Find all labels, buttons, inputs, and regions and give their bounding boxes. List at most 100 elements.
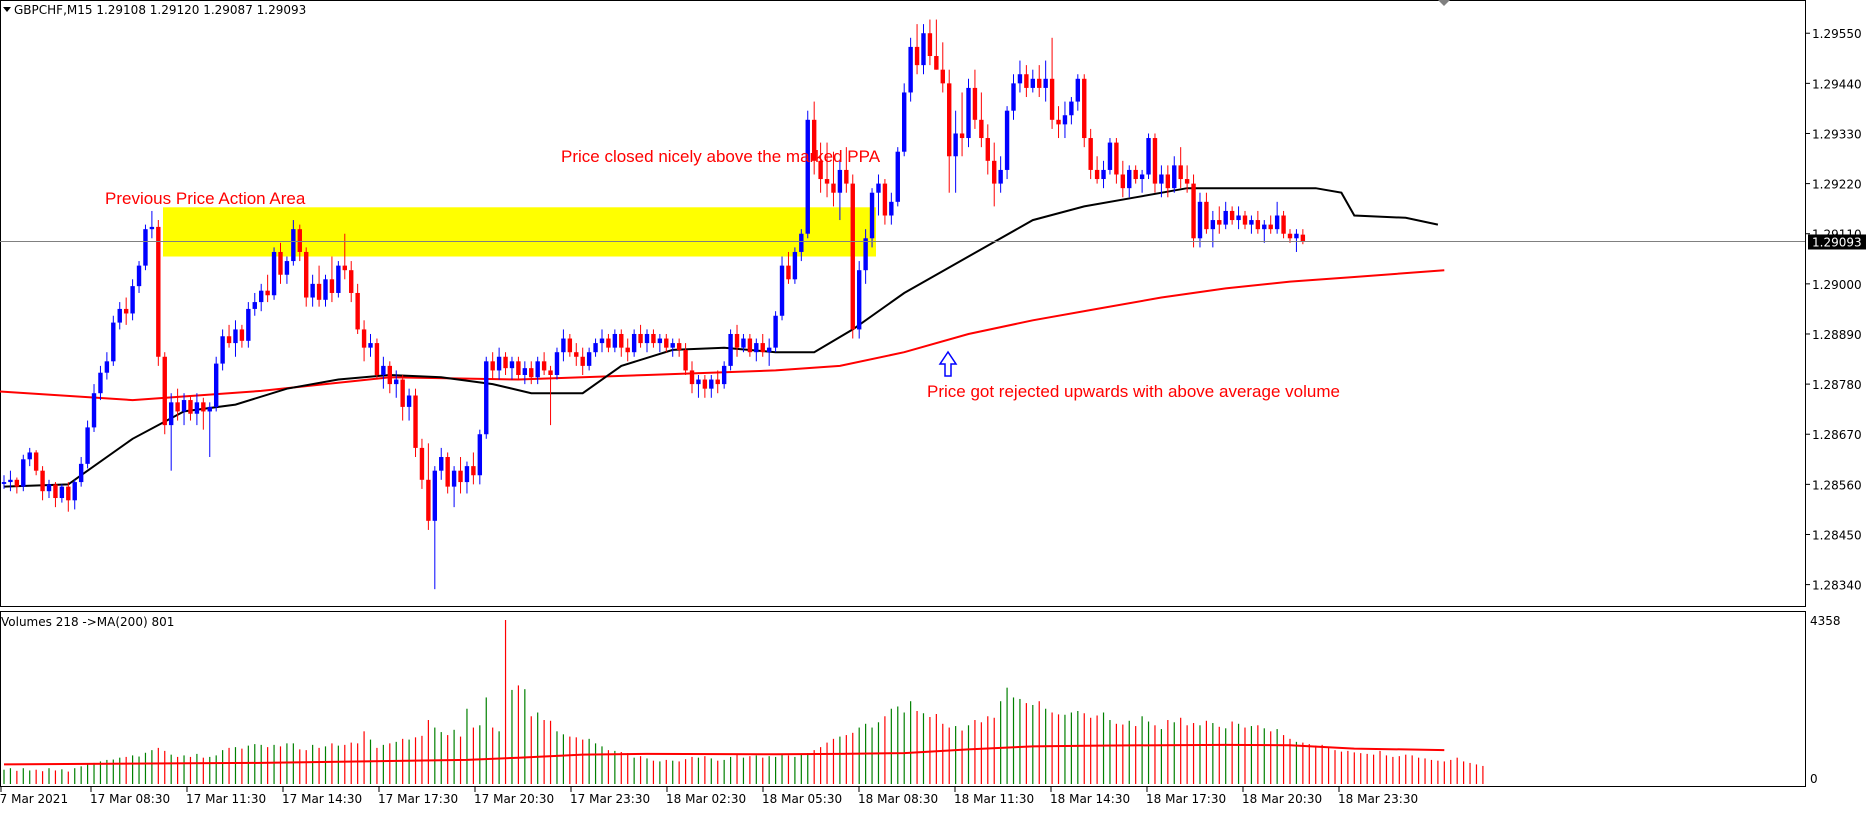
candle-body (972, 87, 978, 120)
candle-body (336, 265, 341, 293)
candle-body (490, 361, 495, 371)
candle-body (259, 290, 264, 303)
candle-body (406, 395, 412, 407)
candle-body (889, 201, 894, 216)
candle-body (1094, 169, 1100, 180)
candle-body (355, 292, 360, 330)
candle-body (670, 343, 675, 348)
candle-body (612, 333, 618, 348)
candle-body (323, 279, 328, 300)
candle-body (213, 363, 219, 407)
candle-body (1178, 165, 1183, 180)
candle-body (175, 402, 180, 412)
symbol-header: GBPCHF,M15 1.29108 1.29120 1.29087 1.290… (14, 3, 306, 17)
chart-shift-marker-icon[interactable] (1438, 0, 1450, 6)
candle-body (734, 333, 740, 348)
candle-body (1159, 174, 1164, 184)
candle-body (14, 479, 20, 487)
candle-body (156, 226, 161, 357)
time-tick-label: 17 Mar 20:30 (474, 792, 554, 806)
candle-body (625, 347, 630, 353)
candle-body (895, 151, 900, 202)
time-tick-label: 18 Mar 02:30 (666, 792, 746, 806)
volume-panel-frame (0, 611, 1806, 787)
candle-body (1017, 74, 1023, 84)
price-tick-label: 1.29000 (1812, 278, 1862, 292)
up-arrow-icon (938, 350, 958, 377)
candle-body (297, 229, 302, 252)
candle-body (1107, 142, 1113, 170)
candle-body (747, 338, 753, 353)
candle-body (876, 183, 881, 193)
candle-body (220, 336, 225, 364)
candle-body (786, 265, 791, 280)
candle-body (779, 265, 785, 316)
candle-body (349, 270, 354, 293)
collapse-arrow-icon[interactable] (3, 7, 11, 12)
time-tick-label: 17 Mar 11:30 (186, 792, 266, 806)
candle-body (548, 370, 553, 375)
candle-body (824, 179, 830, 184)
candle-body (136, 265, 142, 287)
candle-body (394, 379, 399, 385)
candle-body (998, 169, 1003, 184)
candle-body (117, 308, 122, 323)
candle-body (516, 361, 521, 375)
candle-body (1223, 210, 1228, 225)
candle-body (201, 402, 206, 412)
candle-body (721, 365, 727, 385)
price-tick-label: 1.28670 (1812, 428, 1862, 442)
candle-body (1004, 110, 1010, 170)
candle-body (1268, 224, 1273, 230)
candle-body (387, 365, 392, 385)
candle-body (496, 356, 502, 371)
price-tick-label: 1.28560 (1812, 478, 1862, 492)
candle-body (143, 229, 148, 266)
candle-body (426, 479, 431, 521)
candle-body (246, 308, 251, 341)
candle-body (561, 338, 566, 353)
candle-body (419, 447, 425, 480)
candle-body (567, 338, 573, 353)
candle-body (509, 361, 515, 369)
candle-body (766, 347, 772, 353)
candle-body (207, 406, 212, 412)
candle-body (471, 466, 476, 476)
volume-axis-max: 4358 (1810, 614, 1841, 628)
candle-body (1210, 220, 1216, 230)
candle-body (554, 352, 560, 375)
candle-body (188, 400, 193, 414)
time-tick-label: 18 Mar 20:30 (1242, 792, 1322, 806)
candle-body (361, 329, 367, 348)
moving-averages (0, 187, 1445, 488)
candle-body (844, 169, 849, 184)
candle-body (1197, 201, 1203, 239)
candle-body (921, 33, 926, 66)
candle-body (252, 302, 257, 309)
candle-body (863, 238, 868, 271)
candle-body (1236, 215, 1241, 221)
time-tick-label: 17 Mar 2021 (0, 792, 68, 806)
candle-body (599, 338, 605, 344)
price-tick-label: 1.29330 (1812, 127, 1862, 141)
candle-body (664, 338, 669, 348)
candle-body (1114, 142, 1119, 175)
candle-body (966, 87, 971, 139)
candle-body (168, 402, 174, 426)
current-price-label: 1.29093 (1812, 235, 1862, 249)
candle-body (535, 361, 540, 378)
candle-body (1152, 138, 1158, 184)
price-tick-label: 1.29220 (1812, 178, 1862, 192)
candle-body (811, 119, 817, 161)
candle-body (979, 119, 984, 139)
candle-body (676, 343, 682, 350)
candle-body (85, 427, 90, 464)
candle-body (754, 343, 759, 353)
candle-body (33, 452, 39, 471)
time-tick-label: 18 Mar 14:30 (1050, 792, 1130, 806)
candle-body (66, 486, 71, 501)
candle-body (1030, 78, 1035, 88)
candle-body (1069, 101, 1074, 116)
